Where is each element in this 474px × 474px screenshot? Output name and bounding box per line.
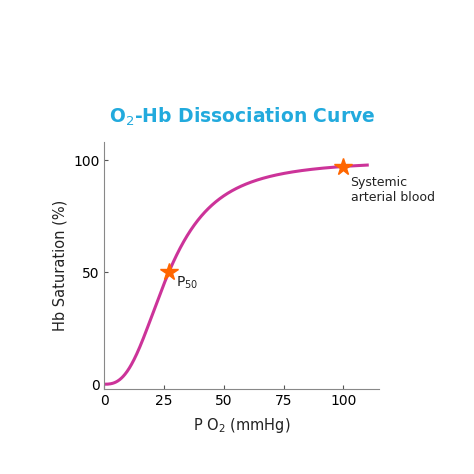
X-axis label: P O$_2$ (mmHg): P O$_2$ (mmHg) xyxy=(193,416,291,435)
Title: O$_2$-Hb Dissociation Curve: O$_2$-Hb Dissociation Curve xyxy=(109,106,375,128)
Text: P$_{50}$: P$_{50}$ xyxy=(176,274,198,291)
Text: Systemic
arterial blood: Systemic arterial blood xyxy=(350,176,435,204)
Y-axis label: Hb Saturation (%): Hb Saturation (%) xyxy=(53,200,67,331)
